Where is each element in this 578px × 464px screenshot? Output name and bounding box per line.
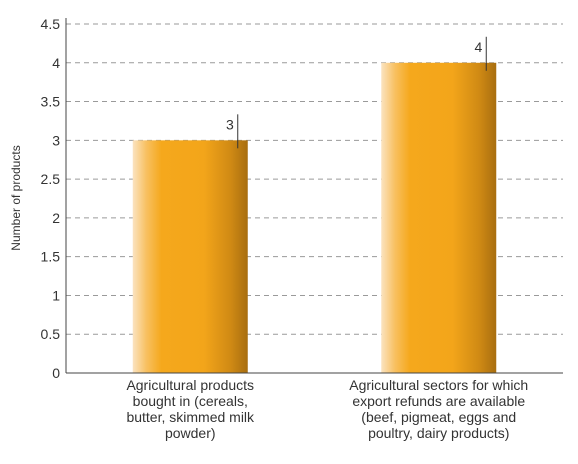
- x-category-label-line: poultry, dairy products): [368, 425, 510, 441]
- y-tick-label: 0: [52, 365, 60, 381]
- x-category-label-line: Agricultural sectors for which: [349, 377, 529, 393]
- data-label: 3: [226, 116, 234, 132]
- y-axis-label: Number of products: [9, 145, 23, 250]
- y-tick-label: 4.5: [41, 16, 61, 32]
- x-category-label-line: powder): [164, 425, 216, 441]
- y-tick-label: 3: [52, 132, 60, 148]
- y-tick-label: 0.5: [41, 326, 61, 342]
- bars: 34: [132, 36, 497, 374]
- y-tick-label: 2: [52, 210, 60, 226]
- x-category-label-line: Agricultural products: [126, 377, 255, 393]
- x-category-label-line: butter, skimmed milk: [126, 409, 255, 425]
- bar: [381, 62, 497, 374]
- x-category-label-text: Agricultural sectors for which export ref…: [319, 377, 559, 441]
- y-tick-label: 1: [52, 287, 60, 303]
- x-category-label-line: bought in (cereals,: [132, 393, 248, 409]
- y-tick-label: 3.5: [41, 94, 61, 110]
- y-tick-label: 1.5: [41, 249, 61, 265]
- x-category-label-line: (beef, pigmeat, eggs and: [361, 409, 517, 425]
- x-category-label-line: export refunds are available: [352, 393, 526, 409]
- y-tick-label: 2.5: [41, 171, 61, 187]
- x-category-label-text: Agricultural products bought in (cereals,…: [70, 377, 310, 441]
- bar: [132, 140, 248, 373]
- y-tick-label: 4: [52, 55, 60, 71]
- axes: 0 0.5 1 1.5 2 2.5 3 3.5 4 4.5 Agricultural product…: [41, 16, 563, 441]
- data-label: 4: [474, 39, 482, 55]
